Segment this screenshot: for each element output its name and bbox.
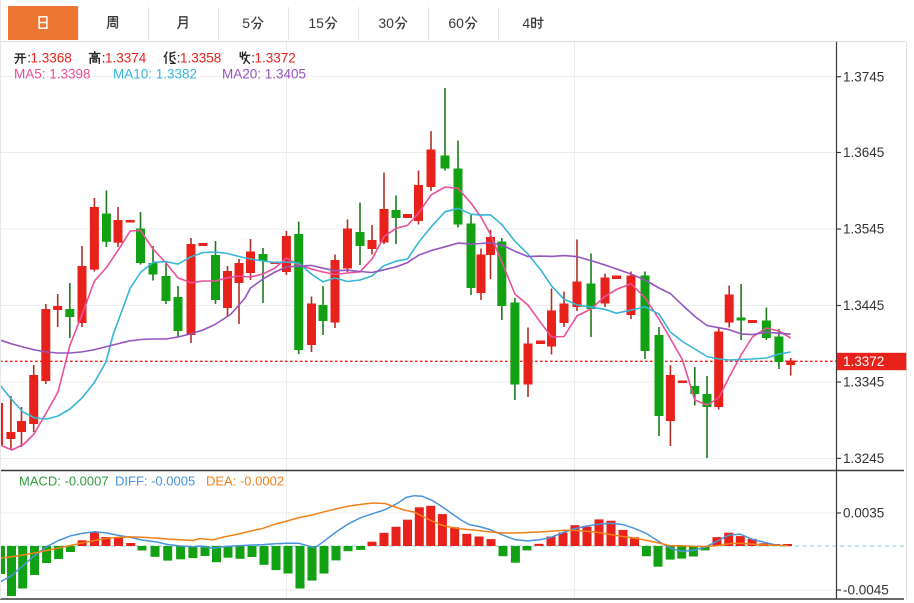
svg-text:MACD: -0.0007: MACD: -0.0007	[19, 474, 109, 489]
svg-text:30: 30	[378, 15, 394, 31]
svg-text:1.3372: 1.3372	[843, 354, 884, 369]
svg-text:1.3645: 1.3645	[843, 145, 884, 160]
svg-text::: :	[102, 51, 106, 66]
svg-text:1.3745: 1.3745	[843, 69, 884, 84]
svg-text:1.3368: 1.3368	[31, 51, 72, 66]
svg-text:1.3245: 1.3245	[843, 451, 884, 466]
svg-text:MA5: 1.3398: MA5: 1.3398	[14, 67, 91, 82]
svg-text:1.3374: 1.3374	[105, 51, 147, 66]
svg-text:DEA: -0.0002: DEA: -0.0002	[206, 474, 284, 489]
svg-text:MA10: 1.3382: MA10: 1.3382	[113, 67, 197, 82]
svg-text::: :	[27, 51, 31, 66]
svg-text::: :	[177, 51, 181, 66]
svg-text:0.0035: 0.0035	[843, 506, 884, 521]
svg-text:1.3445: 1.3445	[843, 298, 884, 313]
svg-text:1.3372: 1.3372	[255, 51, 296, 66]
svg-text:-0.0045: -0.0045	[843, 583, 889, 598]
svg-text:1.3545: 1.3545	[843, 222, 884, 237]
svg-text::: :	[251, 51, 255, 66]
svg-text:1.3345: 1.3345	[843, 375, 884, 390]
svg-text:60: 60	[448, 15, 464, 31]
svg-text:1.3358: 1.3358	[180, 51, 221, 66]
svg-text:4: 4	[522, 15, 530, 31]
svg-text:15: 15	[308, 15, 324, 31]
svg-text:DIFF: -0.0005: DIFF: -0.0005	[115, 474, 195, 489]
svg-text:5: 5	[242, 15, 250, 31]
svg-text:MA20: 1.3405: MA20: 1.3405	[222, 67, 306, 82]
